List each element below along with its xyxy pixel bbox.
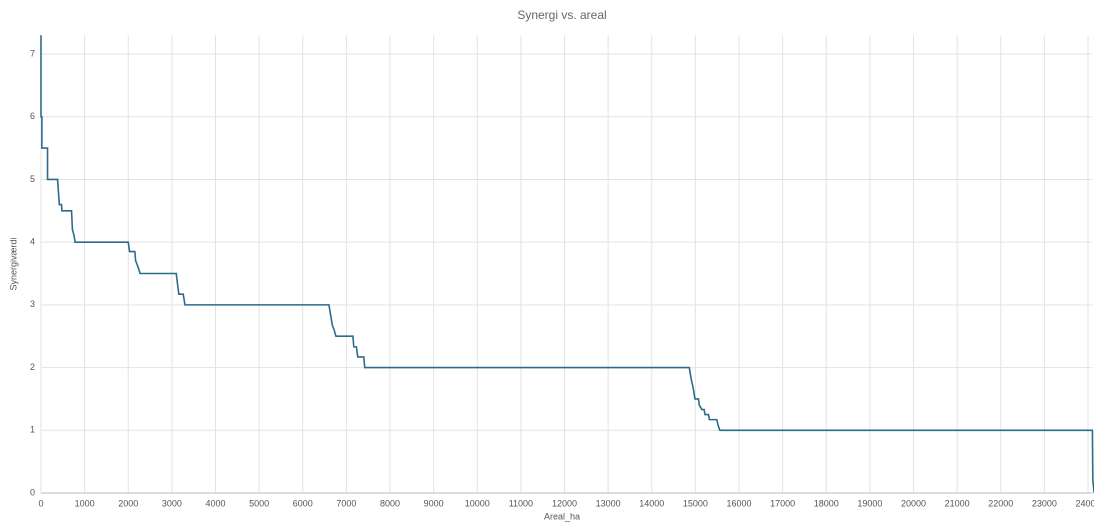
y-axis-label: Synergiværdi [8, 237, 18, 290]
x-tick-label: 16000 [727, 498, 752, 508]
y-tick-label: 7 [30, 48, 35, 58]
x-tick-label: 19000 [857, 498, 882, 508]
x-tick-label: 5000 [249, 498, 269, 508]
y-tick-label: 4 [30, 237, 35, 247]
data-line [40, 35, 1094, 494]
x-tick-label: 15000 [683, 498, 708, 508]
x-tick-label: 23000 [1032, 498, 1057, 508]
x-tick-label: 8000 [380, 498, 400, 508]
x-tick-label: 14000 [639, 498, 664, 508]
x-tick-label: 12000 [552, 498, 577, 508]
x-tick-label: 7000 [336, 498, 356, 508]
x-tick-label: 18000 [814, 498, 839, 508]
x-tick-label: 17000 [770, 498, 795, 508]
x-tick-label: 21000 [945, 498, 970, 508]
x-tick-label: 9000 [424, 498, 444, 508]
x-tick-label: 2000 [118, 498, 138, 508]
y-tick-label: 1 [30, 425, 35, 435]
x-tick-label: 1000 [75, 498, 95, 508]
y-tick-label: 0 [30, 487, 35, 497]
x-tick-label: 6000 [293, 498, 313, 508]
y-tick-label: 5 [30, 174, 35, 184]
x-tick-label: 24000 [1076, 498, 1094, 508]
x-tick-label: 20000 [901, 498, 926, 508]
y-tick-label: 2 [30, 362, 35, 372]
chart-title: Synergi vs. areal [517, 8, 606, 22]
y-tick-label: 3 [30, 299, 35, 309]
x-tick-label: 3000 [162, 498, 182, 508]
x-tick-label: 10000 [465, 498, 490, 508]
x-tick-label: 0 [38, 498, 43, 508]
y-tick-label: 6 [30, 111, 35, 121]
x-tick-label: 4000 [205, 498, 225, 508]
x-tick-label: 13000 [596, 498, 621, 508]
x-tick-label: 11000 [509, 498, 533, 508]
x-axis-label: Areal_ha [544, 511, 580, 521]
x-tick-label: 22000 [988, 498, 1013, 508]
